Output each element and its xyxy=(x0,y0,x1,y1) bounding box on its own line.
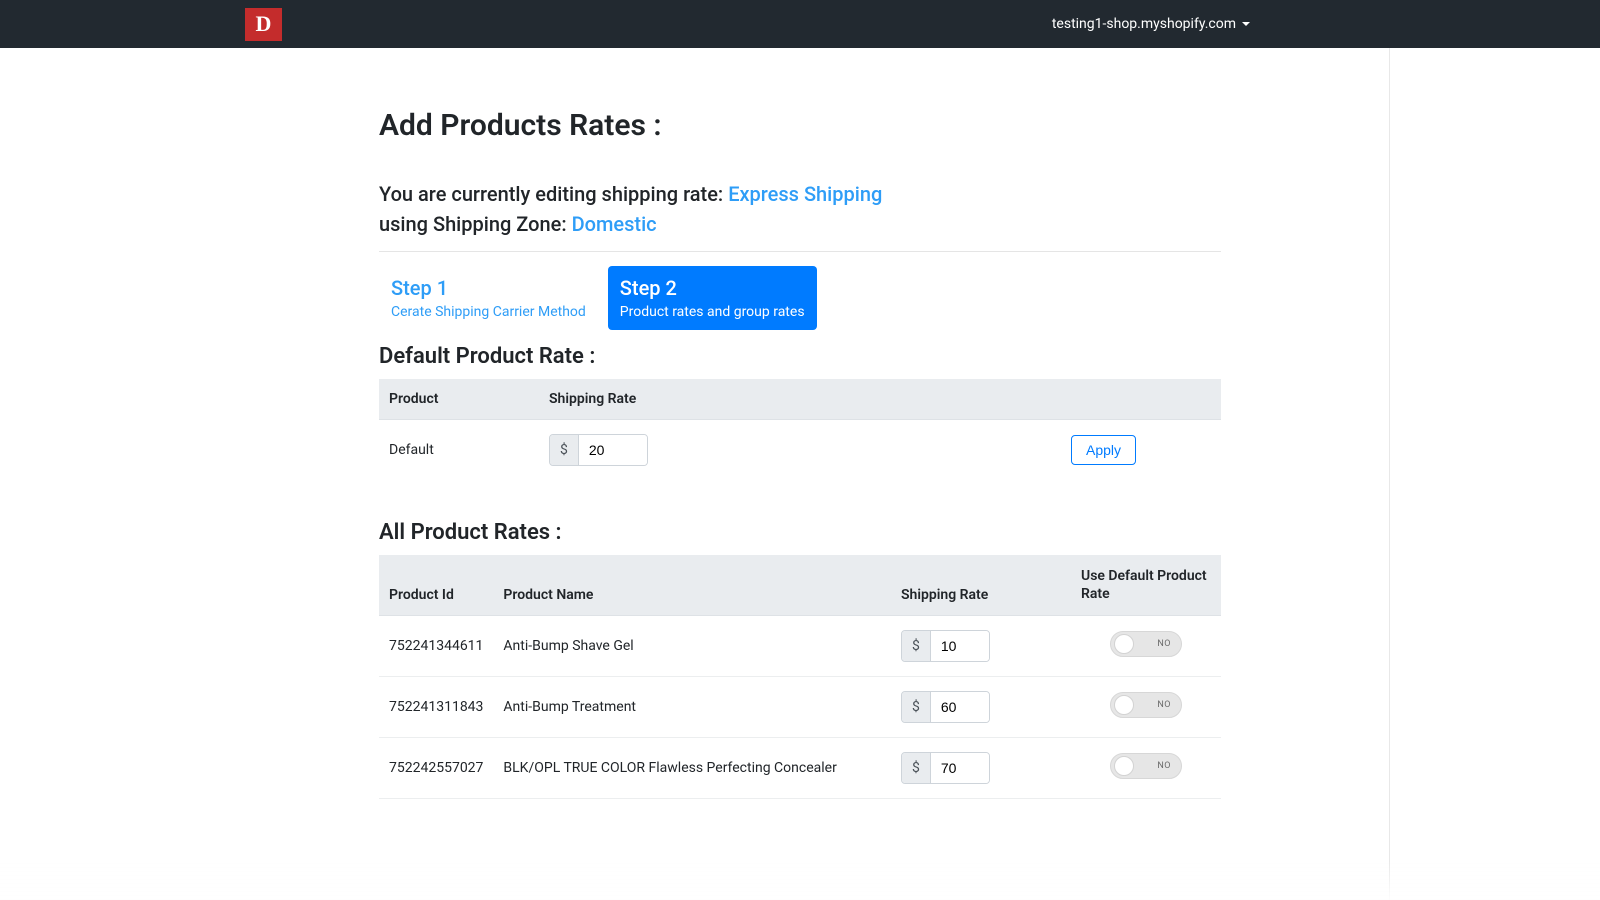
currency-addon: $ xyxy=(902,631,931,661)
rate-input-group: $ xyxy=(901,752,990,784)
col-use-default-header: Use Default Product Rate xyxy=(1071,555,1221,616)
rate-input-group: $ xyxy=(901,691,990,723)
content-right-border xyxy=(1389,48,1390,900)
logo-letter: D xyxy=(256,11,272,37)
all-rates-heading: All Product Rates : xyxy=(379,520,1221,545)
shipping-zone-link[interactable]: Domestic xyxy=(572,212,657,236)
product-rate-input[interactable] xyxy=(931,753,989,783)
toggle-knob xyxy=(1114,634,1134,654)
step-1-subtitle: Cerate Shipping Carrier Method xyxy=(391,304,586,320)
product-rate-row: 752241311843Anti-Bump Treatment $ NO xyxy=(379,677,1221,738)
default-rate-label: Default xyxy=(379,420,539,481)
use-default-cell: NO xyxy=(1071,616,1221,677)
editing-prefix: You are currently editing shipping rate: xyxy=(379,182,728,206)
divider xyxy=(379,251,1221,252)
col-product-id-header: Product Id xyxy=(379,555,493,616)
all-product-rates-table: Product Id Product Name Shipping Rate Us… xyxy=(379,555,1221,799)
product-rate-cell: $ xyxy=(891,738,1071,799)
page-title: Add Products Rates : xyxy=(379,108,1221,143)
toggle-label: NO xyxy=(1157,639,1171,649)
topbar: D testing1-shop.myshopify.com xyxy=(0,0,1600,48)
product-rate-row: 752241344611Anti-Bump Shave Gel $ NO xyxy=(379,616,1221,677)
bottom-fade xyxy=(0,860,1600,900)
editing-info: You are currently editing shipping rate:… xyxy=(379,179,1221,239)
use-default-toggle[interactable]: NO xyxy=(1110,692,1182,718)
col-product-name-header: Product Name xyxy=(493,555,891,616)
default-rate-row: Default $ Apply xyxy=(379,420,1221,481)
product-name-cell: Anti-Bump Treatment xyxy=(493,677,891,738)
toggle-label: NO xyxy=(1157,700,1171,710)
product-name-cell: BLK/OPL TRUE COLOR Flawless Perfecting C… xyxy=(493,738,891,799)
product-rate-input[interactable] xyxy=(931,692,989,722)
product-rate-input[interactable] xyxy=(931,631,989,661)
step-2[interactable]: Step 2 Product rates and group rates xyxy=(608,266,817,330)
use-default-toggle[interactable]: NO xyxy=(1110,631,1182,657)
col-shipping-rate-header-2: Shipping Rate xyxy=(891,555,1071,616)
col-product-header: Product xyxy=(379,379,539,420)
zone-prefix: using Shipping Zone: xyxy=(379,212,572,236)
main-container: Add Products Rates : You are currently e… xyxy=(379,48,1221,799)
product-rate-cell: $ xyxy=(891,616,1071,677)
product-name-cell: Anti-Bump Shave Gel xyxy=(493,616,891,677)
step-2-title: Step 2 xyxy=(620,276,805,300)
product-id-cell: 752241311843 xyxy=(379,677,493,738)
shipping-rate-link[interactable]: Express Shipping xyxy=(728,182,882,206)
step-1[interactable]: Step 1 Cerate Shipping Carrier Method xyxy=(379,266,598,330)
step-1-title: Step 1 xyxy=(391,276,586,300)
product-rate-row: 752242557027BLK/OPL TRUE COLOR Flawless … xyxy=(379,738,1221,799)
col-shipping-rate-header: Shipping Rate xyxy=(539,379,1061,420)
product-id-cell: 752241344611 xyxy=(379,616,493,677)
default-rate-table: Product Shipping Rate Default $ Apply xyxy=(379,379,1221,480)
apply-button[interactable]: Apply xyxy=(1071,435,1136,465)
step-2-subtitle: Product rates and group rates xyxy=(620,304,805,320)
default-rate-input-group: $ xyxy=(549,434,648,466)
shop-domain-dropdown[interactable]: testing1-shop.myshopify.com xyxy=(1052,16,1250,32)
use-default-cell: NO xyxy=(1071,677,1221,738)
currency-addon: $ xyxy=(902,753,931,783)
product-id-cell: 752242557027 xyxy=(379,738,493,799)
use-default-cell: NO xyxy=(1071,738,1221,799)
use-default-toggle[interactable]: NO xyxy=(1110,753,1182,779)
toggle-knob xyxy=(1114,756,1134,776)
toggle-label: NO xyxy=(1157,761,1171,771)
chevron-down-icon xyxy=(1242,22,1250,26)
default-rate-heading: Default Product Rate : xyxy=(379,344,1221,369)
toggle-knob xyxy=(1114,695,1134,715)
currency-addon: $ xyxy=(902,692,931,722)
steps-nav: Step 1 Cerate Shipping Carrier Method St… xyxy=(379,266,1221,330)
col-apply-header xyxy=(1061,379,1221,420)
shop-domain-label: testing1-shop.myshopify.com xyxy=(1052,16,1236,32)
default-rate-input[interactable] xyxy=(579,435,647,465)
app-logo: D xyxy=(245,8,282,41)
currency-addon: $ xyxy=(550,435,579,465)
rate-input-group: $ xyxy=(901,630,990,662)
product-rate-cell: $ xyxy=(891,677,1071,738)
